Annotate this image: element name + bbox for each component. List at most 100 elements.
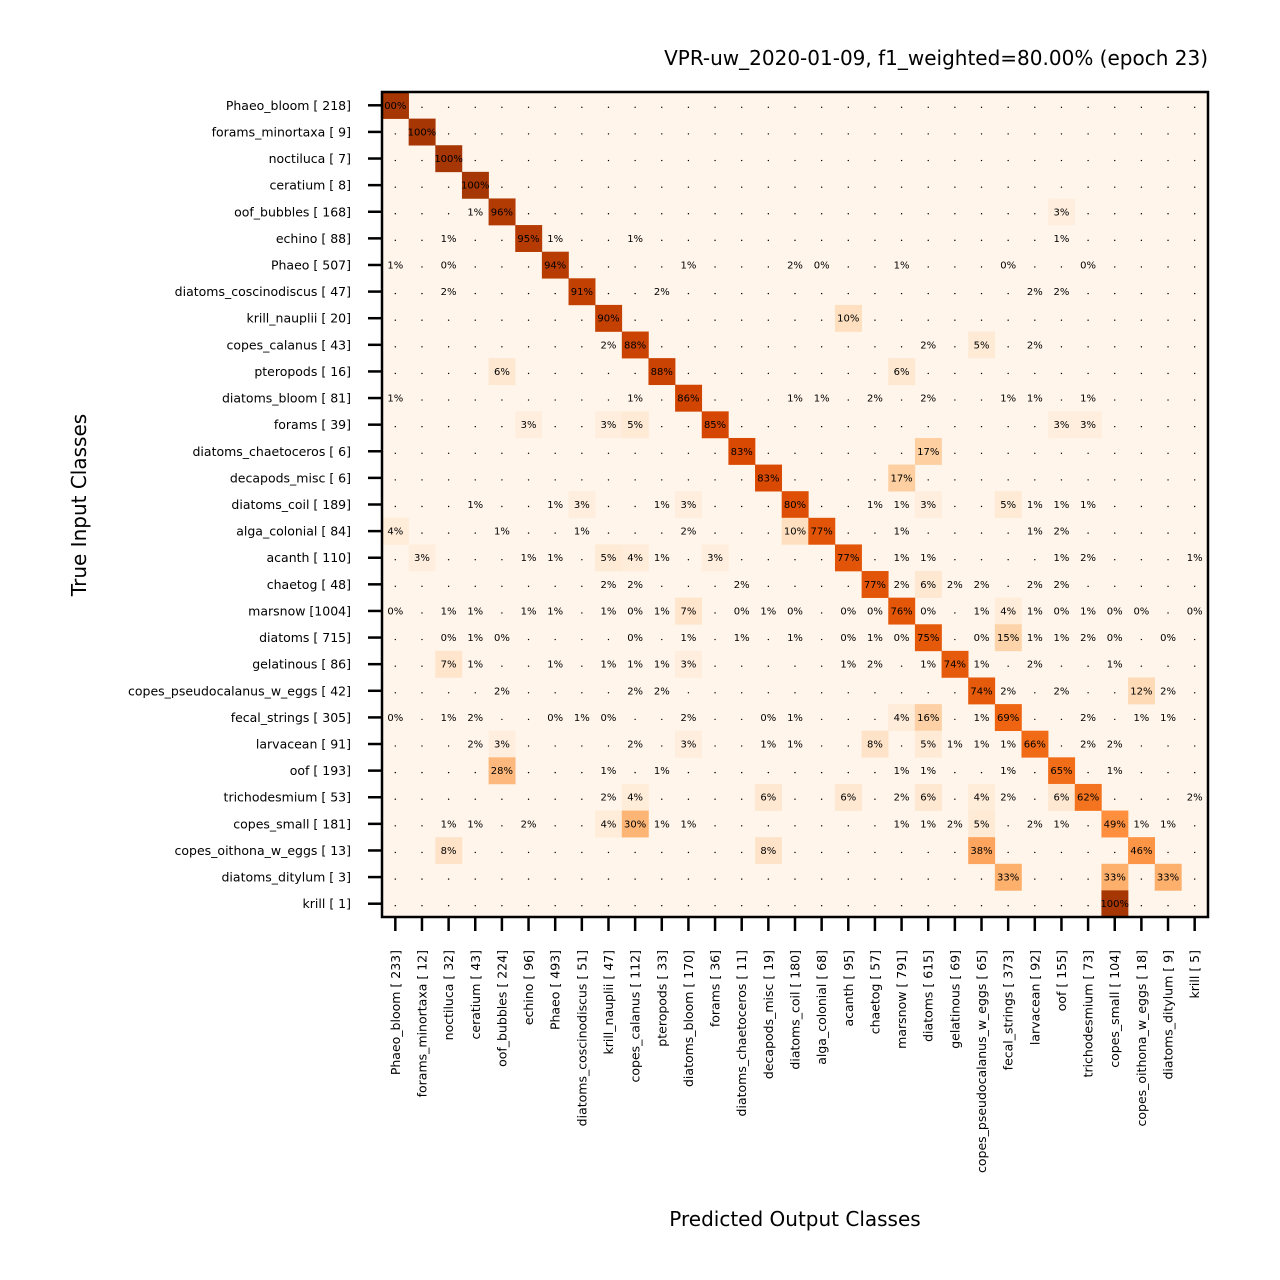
matrix-cell [914,624,942,652]
zero-cell-dot [607,292,610,295]
zero-cell-dot [1167,425,1169,428]
zero-cell-dot [447,559,450,561]
cell-value-label: 49% [1104,819,1126,830]
y-tick-label: diatoms [ 715] [259,630,351,645]
x-tick-label: fecal_strings [ 373] [1001,950,1016,1070]
zero-cell-dot [767,266,770,268]
matrix-cell [755,837,782,865]
cell-value-label: 1% [1000,394,1016,405]
matrix-cell [728,437,756,465]
zero-cell-dot [847,771,849,774]
zero-cell-dot [687,878,690,880]
matrix-cell [1074,411,1102,439]
zero-cell-dot [874,878,876,880]
zero-cell-dot [741,745,743,747]
matrix-cell [808,517,836,545]
cell-value-label: 86% [677,394,699,405]
cell-value-label: 1% [787,633,803,644]
zero-cell-dot [501,878,503,880]
zero-cell-dot [820,213,823,215]
zero-cell-dot [927,532,929,534]
zero-cell-dot [501,479,503,481]
zero-cell-dot [421,346,423,348]
cell-value-label: 2% [1027,660,1043,671]
zero-cell-dot [1034,878,1036,880]
matrix-cell [595,304,623,332]
zero-cell-dot [1193,638,1196,641]
zero-cell-dot [1140,159,1143,162]
zero-cell-dot [527,346,530,348]
zero-cell-dot [687,425,690,428]
zero-cell-dot [1007,425,1009,428]
cell-value-label: 8% [867,740,883,751]
cell-value-label: 3% [680,660,696,671]
x-tick-label: pteropods [ 33] [654,950,669,1047]
y-tick-label: krill [ 1] [303,896,351,911]
zero-cell-dot [527,159,530,162]
zero-cell-dot [954,106,956,109]
zero-cell-dot [527,213,530,215]
zero-cell-dot [954,798,956,800]
zero-cell-dot [1114,559,1116,561]
zero-cell-dot [421,878,423,880]
cell-value-label: 1% [1080,394,1096,405]
cell-value-label: 65% [1050,766,1072,777]
zero-cell-dot [421,479,423,481]
y-tick-label: gelatinous [ 86] [252,657,351,672]
zero-cell-dot [1034,133,1036,135]
zero-cell-dot [421,425,423,428]
cell-value-label: 1% [1027,500,1043,511]
zero-cell-dot [794,559,796,561]
matrix-cell [968,331,996,359]
zero-cell-dot [394,346,397,348]
zero-cell-dot [847,399,849,401]
zero-cell-dot [1193,159,1196,162]
zero-cell-dot [927,425,929,428]
zero-cell-dot [1140,878,1143,880]
cell-value-label: 1% [601,766,617,777]
zero-cell-dot [874,133,876,135]
x-tick-label: marsnow [ 791] [894,950,909,1049]
zero-cell-dot [501,452,503,454]
zero-cell-dot [394,692,397,694]
zero-cell-dot [820,825,823,827]
zero-cell-dot [474,559,476,561]
zero-cell-dot [1087,532,1089,534]
cell-value-label: 6% [1054,793,1070,804]
zero-cell-dot [1140,292,1143,295]
matrix-cell [595,544,623,572]
zero-cell-dot [927,372,929,375]
zero-cell-dot [1140,106,1143,109]
y-tick-label: diatoms_coscinodiscus [ 47] [175,284,351,299]
zero-cell-dot [581,851,583,854]
zero-cell-dot [421,771,423,774]
cell-value-label: 2% [627,580,643,591]
zero-cell-dot [1114,213,1116,215]
zero-cell-dot [1034,718,1036,721]
zero-cell-dot [927,266,929,268]
y-tick-label: copes_oithona_w_eggs [ 13] [175,843,351,858]
zero-cell-dot [1034,319,1036,321]
zero-cell-dot [767,425,770,428]
cell-value-label: 5% [920,740,936,751]
zero-cell-dot [501,505,503,508]
zero-cell-dot [1167,106,1169,109]
y-tick-label: marsnow [1004] [248,603,351,618]
zero-cell-dot [980,771,983,774]
cell-value-label: 2% [1054,287,1070,298]
zero-cell-dot [794,292,796,295]
zero-cell-dot [661,904,663,907]
cell-value-label: 4% [387,527,403,538]
zero-cell-dot [767,505,770,508]
zero-cell-dot [1007,133,1009,135]
zero-cell-dot [741,718,743,721]
zero-cell-dot [874,559,876,561]
cell-value-label: 5% [601,553,617,564]
zero-cell-dot [874,771,876,774]
zero-cell-dot [927,133,929,135]
zero-cell-dot [687,479,690,481]
cell-value-label: 1% [1187,553,1203,564]
cell-value-label: 6% [894,367,910,378]
zero-cell-dot [794,452,796,454]
zero-cell-dot [1193,692,1196,694]
